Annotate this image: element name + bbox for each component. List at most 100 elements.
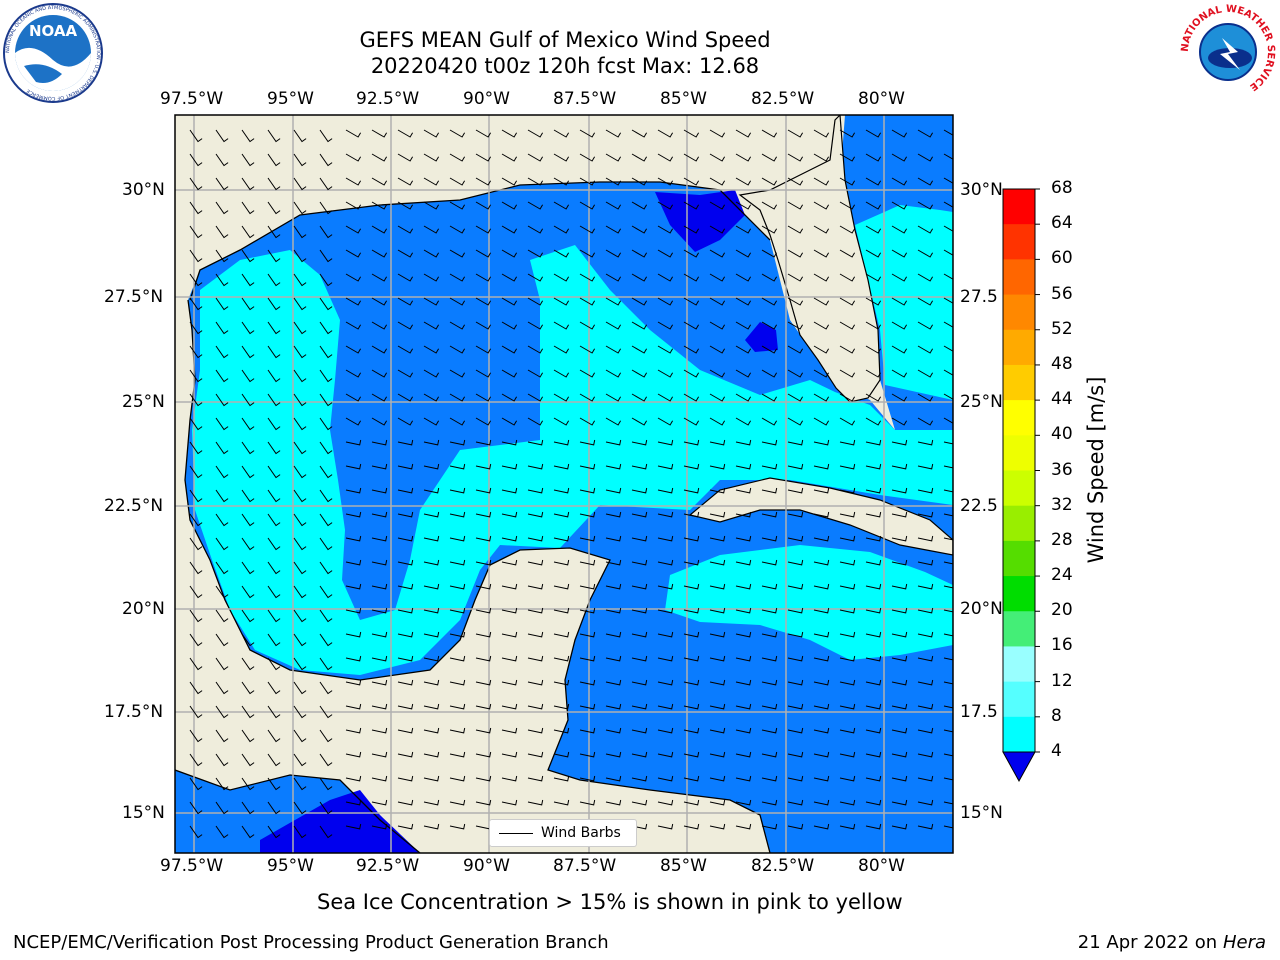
wind-barb <box>943 753 953 757</box>
map-caption: Sea Ice Concentration > 15% is shown in … <box>317 890 903 914</box>
wind-barb <box>215 729 229 743</box>
wind-barb <box>397 799 414 806</box>
wind-barb <box>735 463 752 470</box>
wind-barb <box>735 631 752 638</box>
wind-barb <box>241 369 255 383</box>
wind-barb <box>605 727 622 734</box>
wind-barb <box>423 369 440 378</box>
wind-barb <box>917 679 934 686</box>
wind-barb <box>215 753 229 767</box>
wind-barb <box>709 703 726 710</box>
wind-barb <box>605 535 622 542</box>
wind-barb <box>293 609 307 623</box>
wind-barb <box>215 777 229 791</box>
wind-barb <box>475 393 492 402</box>
wind-barb <box>761 177 778 186</box>
wind-barb <box>761 751 778 758</box>
wind-barb <box>917 655 934 662</box>
wind-barb <box>813 345 830 354</box>
colorbar-cell <box>1003 329 1035 366</box>
wind-barb <box>813 439 830 446</box>
wind-barb <box>319 633 333 647</box>
wind-barb <box>215 225 229 239</box>
wind-barb <box>709 535 726 542</box>
wind-barb <box>345 225 362 234</box>
wind-barb <box>293 681 307 695</box>
wind-barb <box>891 559 908 566</box>
wind-barb <box>345 775 362 782</box>
wind-barb <box>579 417 596 426</box>
wind-barb <box>787 297 804 306</box>
wind-barb <box>943 777 953 781</box>
wind-barb <box>631 439 648 446</box>
central-america-coastline <box>175 769 421 853</box>
wind-barb <box>683 799 700 806</box>
wind-barb <box>631 487 648 494</box>
wind-barb <box>319 225 333 239</box>
wind-barb <box>605 607 622 614</box>
wind-barb <box>319 153 333 167</box>
wind-barb <box>267 537 281 551</box>
wind-barb <box>787 393 804 402</box>
wind-barb <box>813 417 830 426</box>
wind-barb <box>293 561 307 575</box>
wind-barb <box>189 681 203 695</box>
wind-barb <box>501 703 518 710</box>
wind-barb <box>683 273 700 282</box>
wind-barb <box>787 201 804 210</box>
wind-barb <box>423 799 440 806</box>
wind-barb <box>761 249 778 258</box>
wind-barb <box>865 273 882 282</box>
wind-barb <box>215 153 229 167</box>
wind-barb <box>371 345 388 354</box>
wind-barb <box>735 823 752 830</box>
wind-barb <box>839 799 856 806</box>
wind-barb <box>657 225 674 234</box>
wind-barb <box>189 705 203 719</box>
wind-barb <box>605 369 622 378</box>
wind-barb <box>449 177 466 186</box>
wind-barb <box>735 487 752 494</box>
noaa-logo: NOAA NATIONAL OCEANIC AND ATMOSPHERIC AD… <box>3 3 103 103</box>
wind-barb <box>241 441 255 455</box>
wind-barb <box>631 225 648 234</box>
wind-barb <box>371 273 388 282</box>
wind-barb <box>709 559 726 566</box>
wind-barb <box>943 489 953 493</box>
wind-barb <box>241 273 255 287</box>
wind-barb <box>605 273 622 282</box>
wind-barb <box>449 751 466 758</box>
colorbar-cell <box>1003 189 1035 225</box>
wind-barb <box>787 321 804 330</box>
wind-barb <box>683 321 700 330</box>
wind-barb <box>605 297 622 306</box>
wind-barb <box>371 393 388 402</box>
colorbar-level-label: 52 <box>1051 318 1073 339</box>
wind-barb <box>761 535 778 542</box>
wind-barb <box>397 511 414 518</box>
wind-barb <box>397 249 414 258</box>
wind-barb <box>891 463 908 470</box>
wind-barb <box>579 655 596 662</box>
colorbar-level-label: 28 <box>1051 529 1073 550</box>
cuba-landmass <box>688 477 953 556</box>
wind-barb <box>423 177 440 186</box>
wind-barb <box>579 345 596 354</box>
wind-barb <box>293 825 307 839</box>
wind-barb <box>657 487 674 494</box>
wind-barb <box>657 751 674 758</box>
wind-barb <box>553 417 570 426</box>
wind-barb <box>527 631 544 638</box>
wind-barb <box>631 129 648 138</box>
wind-barb <box>735 703 752 710</box>
wind-barb <box>189 345 203 359</box>
wind-barb <box>709 727 726 734</box>
wind-barb <box>579 153 596 162</box>
wind-barb <box>423 631 440 638</box>
wind-barb <box>215 609 229 623</box>
wind-barb <box>657 727 674 734</box>
lat-label: 17.5°N <box>104 702 164 722</box>
wind-barb <box>449 439 466 446</box>
wind-barb <box>917 583 934 590</box>
wind-barb <box>579 369 596 378</box>
